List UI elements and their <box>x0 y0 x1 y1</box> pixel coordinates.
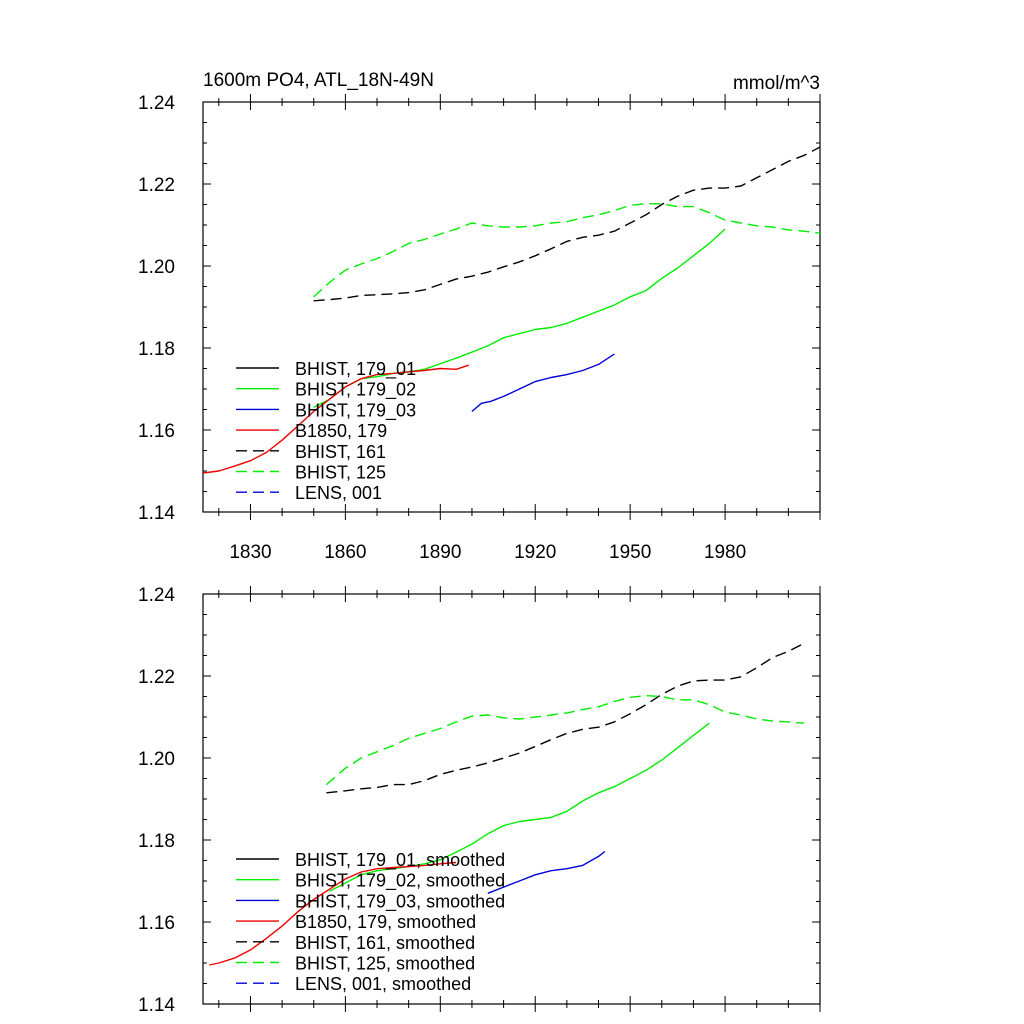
legend-label: BHIST, 179_03 <box>295 400 416 421</box>
series-line <box>313 146 820 302</box>
y-tick-label: 1.14 <box>138 503 175 524</box>
y-tick-label: 1.22 <box>138 667 175 688</box>
legend-label: LENS, 001 <box>295 483 382 503</box>
y-tick-label: 1.24 <box>138 585 175 606</box>
x-tick-label: 1950 <box>609 542 651 563</box>
x-tick-label: 1980 <box>704 542 746 563</box>
legend-label: B1850, 179, smoothed <box>295 912 476 932</box>
legend-label: BHIST, 161 <box>295 442 386 462</box>
legend-label: B1850, 179 <box>295 421 387 441</box>
y-tick-label: 1.16 <box>138 421 175 442</box>
legend-label: BHIST, 125, smoothed <box>295 954 475 974</box>
figure-title: 1600m PO4, ATL_18N-49N <box>203 70 434 91</box>
y-tick-label: 1.16 <box>138 913 175 934</box>
y-tick-label: 1.20 <box>138 749 175 770</box>
legend-label: BHIST, 179_01 <box>295 359 416 380</box>
y-tick-label: 1.24 <box>138 93 175 114</box>
legend-label: BHIST, 161, smoothed <box>295 933 475 953</box>
x-tick-label: 1830 <box>229 542 271 563</box>
y-tick-label: 1.18 <box>138 339 175 360</box>
legend-label: BHIST, 179_03, smoothed <box>295 891 505 912</box>
legend-label: LENS, 001, smoothed <box>295 974 471 994</box>
legend-label: BHIST, 179_02, smoothed <box>295 871 505 892</box>
units-label: mmol/m^3 <box>733 73 820 94</box>
series-line <box>329 722 710 892</box>
series-line <box>326 642 805 794</box>
series-line <box>487 850 606 894</box>
series-line <box>325 695 805 786</box>
x-tick-label: 1890 <box>419 542 461 563</box>
y-tick-label: 1.22 <box>138 175 175 196</box>
y-tick-label: 1.14 <box>138 995 175 1016</box>
x-tick-label: 1860 <box>324 542 366 563</box>
bottom-panel: 1.14 1.16 1.18 1.20 1.22 1.24 BHIST, 179_01, s… <box>138 585 821 1016</box>
legend-label: BHIST, 125 <box>295 463 386 483</box>
legend-label: BHIST, 179_02 <box>295 380 416 401</box>
series-line <box>313 202 820 298</box>
series-line <box>313 228 726 409</box>
y-tick-label: 1.20 <box>138 257 175 278</box>
top-panel: 1830 1860 1890 1920 1950 1980 1.14 1.16 1.18 1.20… <box>138 93 821 563</box>
x-tick-label: 1920 <box>514 542 556 563</box>
series-line <box>203 364 470 474</box>
legend-label: BHIST, 179_01, smoothed <box>295 850 505 871</box>
series-line <box>209 861 457 966</box>
series-line <box>471 353 615 413</box>
y-tick-label: 1.18 <box>138 831 175 852</box>
